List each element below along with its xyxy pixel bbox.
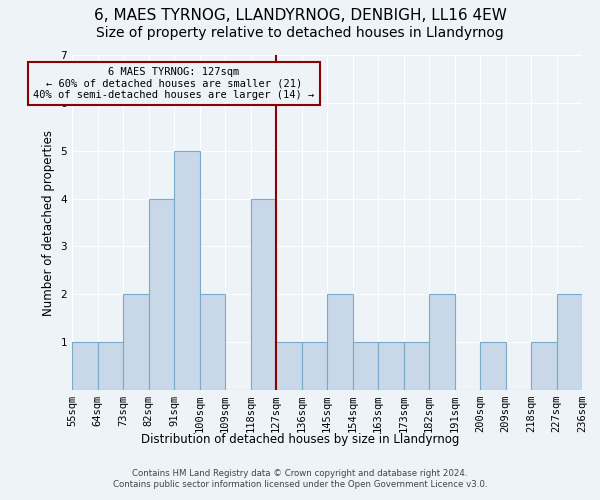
Text: Distribution of detached houses by size in Llandyrnog: Distribution of detached houses by size … (141, 432, 459, 446)
Text: Size of property relative to detached houses in Llandyrnog: Size of property relative to detached ho… (96, 26, 504, 40)
Bar (97, 342, 123, 390)
Bar (429, 294, 455, 390)
Y-axis label: Number of detached properties: Number of detached properties (42, 130, 55, 316)
Bar (557, 294, 582, 390)
Bar (327, 294, 353, 390)
Bar (199, 294, 225, 390)
Bar (378, 342, 404, 390)
Bar (276, 342, 302, 390)
Text: 6 MAES TYRNOG: 127sqm
← 60% of detached houses are smaller (21)
40% of semi-deta: 6 MAES TYRNOG: 127sqm ← 60% of detached … (34, 67, 314, 100)
Bar (174, 150, 199, 390)
Bar (353, 342, 378, 390)
Bar (480, 342, 505, 390)
Text: Contains HM Land Registry data © Crown copyright and database right 2024.: Contains HM Land Registry data © Crown c… (132, 469, 468, 478)
Bar (531, 342, 557, 390)
Text: 6, MAES TYRNOG, LLANDYRNOG, DENBIGH, LL16 4EW: 6, MAES TYRNOG, LLANDYRNOG, DENBIGH, LL1… (94, 8, 506, 23)
Bar (149, 198, 174, 390)
Bar (302, 342, 327, 390)
Bar (404, 342, 429, 390)
Bar (72, 342, 97, 390)
Bar (251, 198, 276, 390)
Bar (123, 294, 149, 390)
Text: Contains public sector information licensed under the Open Government Licence v3: Contains public sector information licen… (113, 480, 487, 489)
